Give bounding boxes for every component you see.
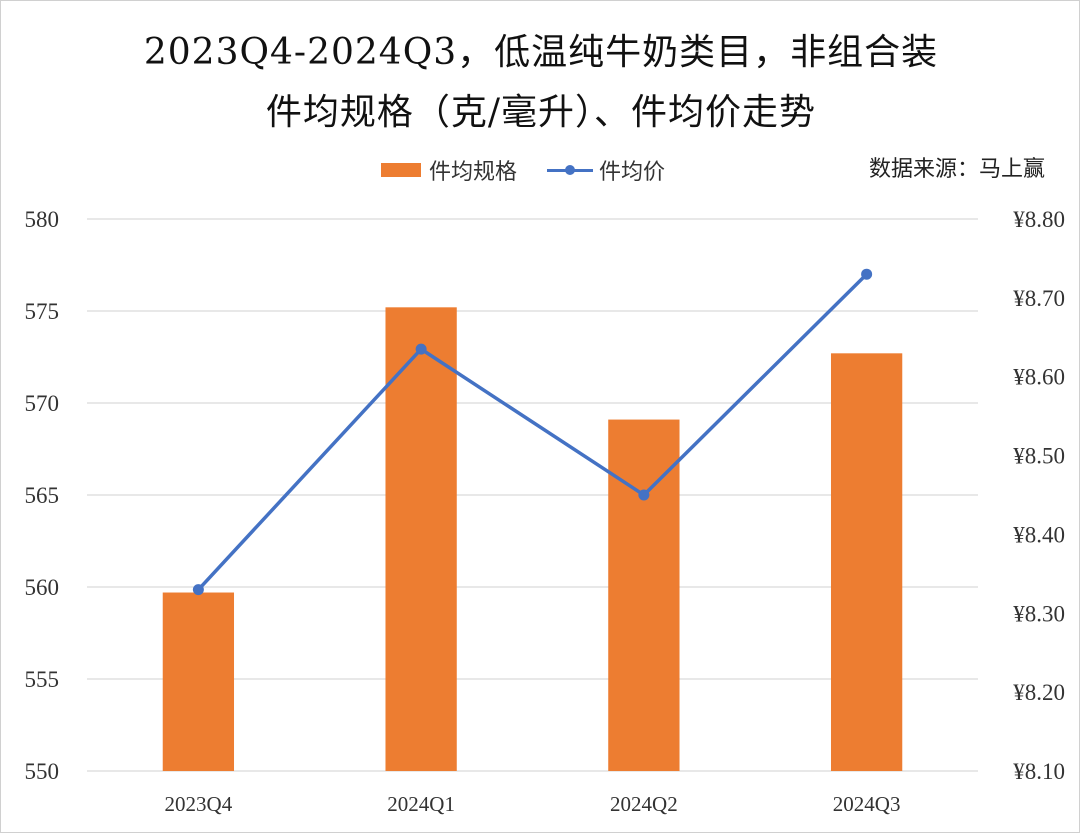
price-point-2024Q1 xyxy=(415,343,427,355)
left-axis-tick-label: 575 xyxy=(25,299,60,324)
right-axis-tick-label: ¥8.70 xyxy=(1013,286,1065,311)
left-axis-tick-label: 580 xyxy=(25,207,60,232)
left-axis-tick-label: 555 xyxy=(25,667,60,692)
x-axis-ticks: 2023Q4 2024Q1 2024Q2 2024Q3 xyxy=(165,792,901,816)
chart-title-line-1: 2023Q4-2024Q3，低温纯牛奶类目，非组合装 xyxy=(143,32,939,73)
price-point-2024Q3 xyxy=(861,268,873,280)
legend-label-line: 件均价 xyxy=(599,160,666,185)
x-axis-tick-label: 2023Q4 xyxy=(165,792,233,816)
right-axis-tick-label: ¥8.30 xyxy=(1013,601,1065,626)
left-axis-tick-label: 565 xyxy=(25,483,60,508)
bars xyxy=(162,307,903,771)
legend-item-bar: 件均规格 xyxy=(381,154,517,186)
bar-2023Q4 xyxy=(162,592,235,771)
price-line xyxy=(192,268,873,596)
right-axis-tick-label: ¥8.80 xyxy=(1013,207,1065,232)
x-axis-tick-label: 2024Q1 xyxy=(387,792,455,816)
chart-title-line-2: 件均规格（克/毫升）、件均价走势 xyxy=(265,92,817,133)
x-axis-tick-label: 2024Q2 xyxy=(610,792,678,816)
x-axis-tick-label: 2024Q3 xyxy=(833,792,901,816)
right-axis-tick-label: ¥8.20 xyxy=(1013,680,1065,705)
legend-swatch-line xyxy=(547,163,594,177)
data-source-note: 数据来源：马上赢 xyxy=(868,157,1045,182)
bar-2024Q3 xyxy=(830,353,903,771)
left-axis-tick-label: 550 xyxy=(25,759,60,784)
legend-item-line: 件均价 xyxy=(547,154,665,186)
right-axis-ticks: ¥8.10 ¥8.20 ¥8.30 ¥8.40 ¥8.50 ¥8.60 ¥8.70 ¥8.80 xyxy=(1013,207,1065,784)
price-line-path xyxy=(197,272,868,591)
price-point-2023Q4 xyxy=(192,584,204,596)
left-axis-tick-label: 560 xyxy=(25,575,60,600)
left-axis-tick-label: 570 xyxy=(25,391,60,416)
legend: 件均规格 件均价 xyxy=(381,153,695,187)
legend-label-bar: 件均规格 xyxy=(429,160,518,185)
bar-2024Q1 xyxy=(385,307,457,771)
right-axis-tick-label: ¥8.60 xyxy=(1013,365,1065,390)
right-axis-tick-label: ¥8.10 xyxy=(1013,759,1065,784)
price-point-2024Q2 xyxy=(638,489,650,501)
legend-swatch-bar xyxy=(381,163,421,177)
right-axis-tick-label: ¥8.40 xyxy=(1013,522,1065,547)
left-axis-ticks: 550 555 560 565 570 575 580 xyxy=(25,207,60,784)
right-axis-tick-label: ¥8.50 xyxy=(1013,444,1065,469)
